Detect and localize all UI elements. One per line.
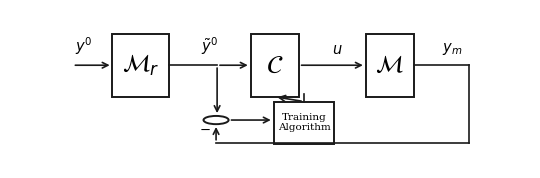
Bar [366,34,414,97]
Text: $\mathcal{M}_r$: $\mathcal{M}_r$ [122,53,159,78]
Text: $-$: $-$ [199,122,210,135]
Bar [112,34,169,97]
Text: $\mathcal{M}$: $\mathcal{M}$ [375,53,404,77]
Text: $\tilde{y}^0$: $\tilde{y}^0$ [201,35,218,57]
Bar [274,101,334,144]
Circle shape [204,116,228,124]
Text: $y_m$: $y_m$ [442,41,463,57]
Text: $\mathcal{C}$: $\mathcal{C}$ [266,53,284,78]
Text: $y^0$: $y^0$ [75,35,92,57]
Text: Training
Algorithm: Training Algorithm [278,113,330,132]
Text: $u$: $u$ [332,43,343,57]
Bar [251,34,299,97]
